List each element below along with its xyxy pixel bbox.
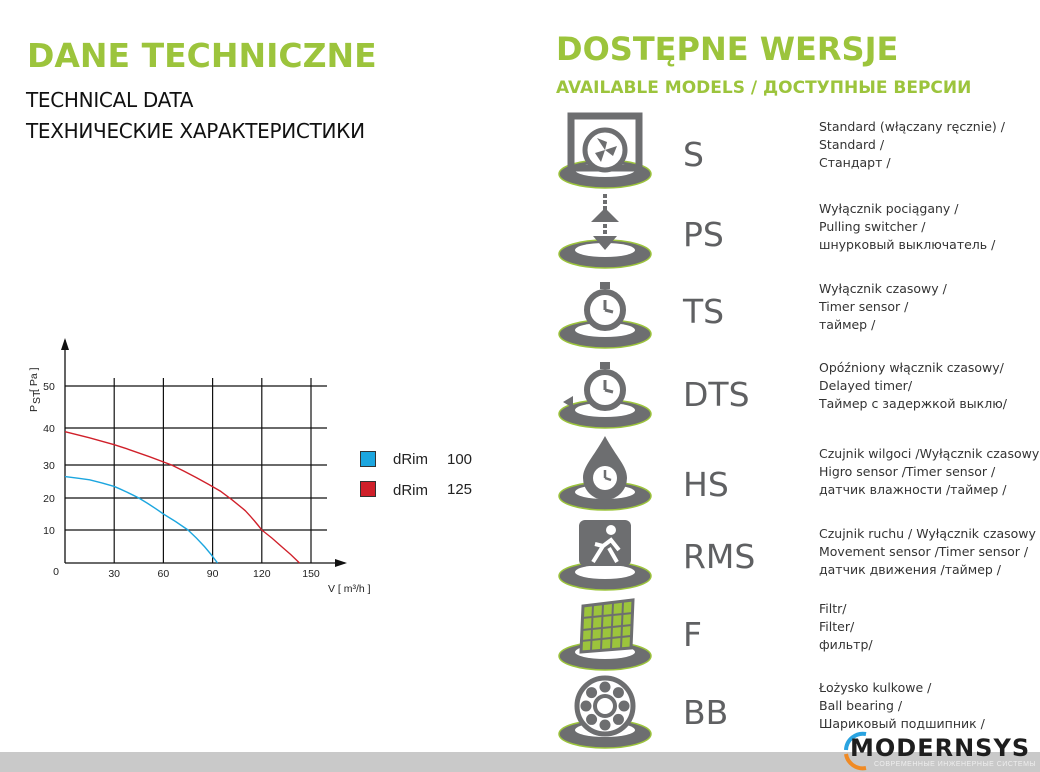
model-description: Czujnik ruchu / Wyłącznik czasowy / Move… (819, 525, 1040, 579)
model-code: F (683, 615, 702, 654)
legend-swatch-125 (360, 481, 376, 497)
motion-sensor-icon (558, 520, 652, 591)
y-tick-label: 40 (43, 423, 55, 435)
left-title: DANE TECHNICZNE (27, 36, 377, 75)
model-description: Łożysko kulkowe / Ball bearing / Шариков… (819, 679, 985, 733)
legend-label-100: dRim (393, 451, 429, 468)
description-pl: Wyłącznik czasowy / (819, 281, 947, 296)
legend-swatch-100 (360, 451, 376, 467)
description-pl: Czujnik wilgoci /Wyłącznik czasowy / (819, 446, 1040, 461)
model-description: Opóźniony włącznik czasowy/ Delayed time… (819, 359, 1007, 413)
description-en: Ball bearing / (819, 698, 903, 713)
description-pl: Wyłącznik pociągany / (819, 201, 959, 216)
left-subtitle-ru: ТЕХНИЧЕСКИЕ ХАРАКТЕРИСТИКИ (26, 119, 365, 143)
model-description: Czujnik wilgoci /Wyłącznik czasowy / Hig… (819, 445, 1040, 499)
model-code: DTS (683, 375, 750, 414)
model-code: TS (683, 292, 725, 331)
logo-swoosh-icon (844, 731, 867, 771)
y-axis-label-sub: ST (31, 390, 43, 404)
description-en: Movement sensor /Timer sensor / (819, 544, 1029, 559)
fan-icon (558, 112, 652, 189)
right-subtitle: AVAILABLE MODELS / ДОСТУПНЫЕ ВЕРСИИ (556, 78, 972, 98)
description-en: Timer sensor / (819, 299, 909, 314)
description-pl: Łożysko kulkowe / (819, 680, 932, 695)
description-en: Standard / (819, 137, 885, 152)
delayed-timer-icon (558, 362, 652, 429)
ball-bearing-icon (558, 675, 652, 749)
legend-size-100: 100 (447, 451, 473, 468)
model-code: BB (683, 693, 729, 732)
y-axis-label-unit: [ Pa ] (28, 367, 40, 392)
description-en: Filter/ (819, 619, 855, 634)
y-axis-arrow-icon (61, 338, 69, 350)
y-tick-label: 30 (43, 460, 55, 472)
x-tick-label: 120 (253, 568, 271, 580)
model-code: HS (683, 465, 729, 504)
x-tick-label: 30 (108, 568, 120, 580)
model-description: Wyłącznik pociągany / Pulling switcher /… (819, 200, 995, 254)
logo-tagline: СОВРЕМЕННЫЕ ИНЖЕНЕРНЫЕ СИСТЕМЫ (874, 761, 1037, 768)
x-tick-label: 90 (207, 568, 219, 580)
y-tick-label: 10 (43, 525, 55, 537)
filter-icon (558, 598, 652, 671)
x-axis-arrow-icon (335, 559, 347, 567)
humidity-timer-icon (558, 436, 652, 511)
pressure-flow-chart: 10 20 30 40 50 30 60 90 120 150 0 V [ m³/h ] PST[ Pa… (28, 338, 371, 595)
description-ru: таймер / (819, 317, 876, 332)
description-ru: Шариковый подшипник / (819, 716, 985, 731)
pull-cord-icon (558, 194, 652, 269)
y-tick-label: 20 (43, 493, 55, 505)
y-axis-label-main: P (28, 405, 40, 412)
description-pl: Filtr/ (819, 601, 847, 616)
description-ru: фильтр/ (819, 637, 873, 652)
model-code: RMS (683, 537, 756, 576)
legend-label-125: dRim (393, 482, 429, 499)
footer-bar (0, 752, 1040, 772)
modernsys-logo: MODERNSYS СОВРЕМЕННЫЕ ИНЖЕНЕРНЫЕ СИСТЕМЫ (838, 728, 1038, 772)
description-pl: Opóźniony włącznik czasowy/ (819, 360, 1004, 375)
y-axis-label: PST[ Pa ] (28, 367, 43, 412)
model-description: Filtr/ Filter/ фильтр/ (819, 600, 873, 654)
description-ru: датчик движения /таймер / (819, 562, 1002, 577)
description-ru: шнурковый выключатель / (819, 237, 996, 252)
x-tick-label: 150 (302, 568, 320, 580)
stopwatch-icon (558, 282, 652, 349)
model-description: Wyłącznik czasowy / Timer sensor / тайме… (819, 280, 947, 334)
model-description: Standard (włączany ręcznie) / Standard /… (819, 118, 1005, 172)
description-en: Pulling switcher / (819, 219, 926, 234)
description-en: Delayed timer/ (819, 378, 913, 393)
description-ru: Таймер с задержкой выклю/ (819, 396, 1007, 411)
x-axis-label: V [ m³/h ] (328, 583, 371, 595)
description-en: Higro sensor /Timer sensor / (819, 464, 996, 479)
series-line-125 (64, 431, 301, 564)
origin-label: 0 (53, 566, 59, 578)
y-tick-label: 50 (43, 381, 55, 393)
description-ru: датчик влажности /таймер / (819, 482, 1007, 497)
description-ru: Стандарт / (819, 155, 891, 170)
logo-text: MODERNSYS (850, 734, 1031, 762)
x-tick-label: 60 (158, 568, 170, 580)
model-code: S (683, 135, 704, 174)
model-code: PS (683, 215, 724, 254)
description-pl: Standard (włączany ręcznie) / (819, 119, 1005, 134)
legend-size-125: 125 (447, 481, 473, 498)
series-line-100 (64, 475, 219, 564)
description-pl: Czujnik ruchu / Wyłącznik czasowy / (819, 526, 1040, 541)
left-subtitle-en: TECHNICAL DATA (26, 88, 194, 112)
right-title: DOSTĘPNE WERSJE (556, 30, 899, 68)
